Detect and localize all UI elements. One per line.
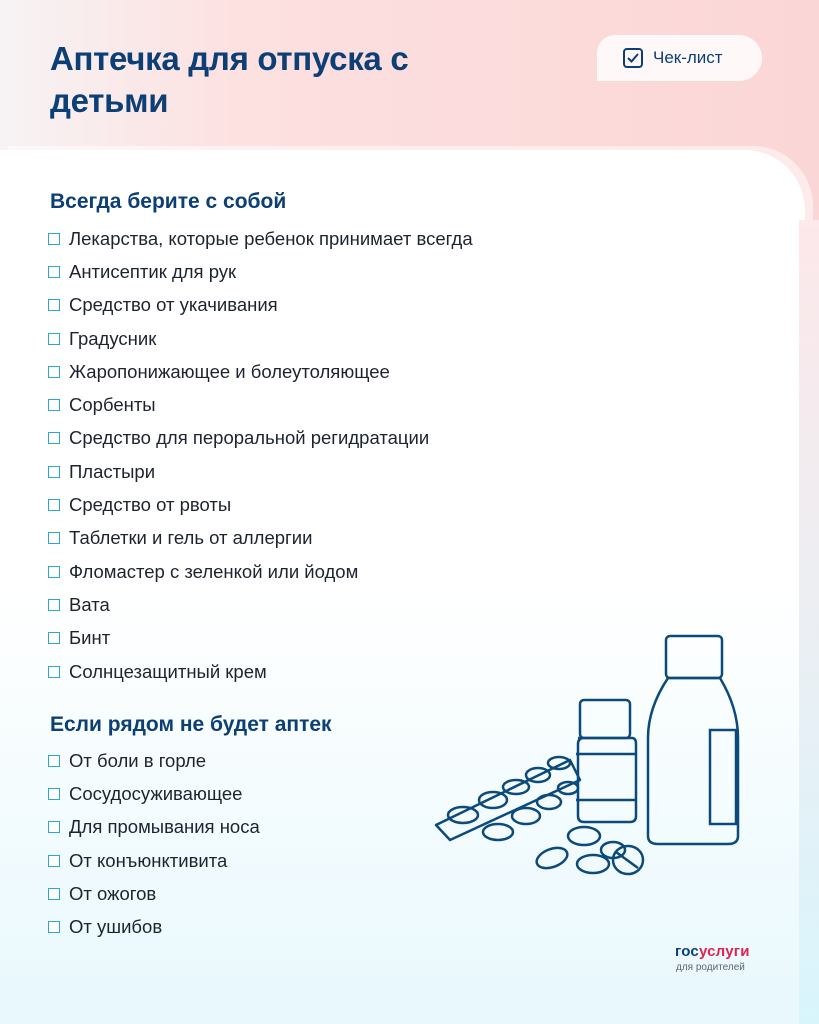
item-label: От ушибов [69, 916, 163, 938]
checkbox[interactable] [48, 854, 60, 867]
checklist-item[interactable]: Таблетки и гель от аллергии [48, 522, 473, 555]
checkbox[interactable] [48, 787, 60, 800]
section-heading: Если рядом не будет аптек [50, 713, 332, 736]
checkbox[interactable] [48, 887, 60, 900]
item-label: Средство от рвоты [69, 494, 232, 516]
item-label: Таблетки и гель от аллергии [69, 527, 313, 549]
item-label: Сорбенты [69, 394, 156, 416]
logo-subtitle: для родителей [676, 962, 745, 973]
logo-part2: услуги [698, 943, 750, 960]
checkbox[interactable] [48, 299, 60, 312]
checklist-item[interactable]: Средство от рвоты [48, 488, 473, 521]
checklist-item[interactable]: Для промывания носа [48, 811, 260, 844]
checklist-item[interactable]: От ушибов [48, 910, 260, 943]
checkbox[interactable] [48, 265, 60, 278]
checklist-item[interactable]: От ожогов [48, 877, 260, 910]
checkbox[interactable] [48, 532, 60, 545]
checklist-item[interactable]: Вата [48, 588, 473, 621]
checklist-item[interactable]: Бинт [48, 622, 473, 655]
checkbox[interactable] [48, 465, 60, 478]
checkbox[interactable] [48, 754, 60, 767]
checklist-item[interactable]: Сосудосуживающее [48, 777, 260, 810]
item-label: Жаропонижающее и болеутоляющее [69, 360, 390, 382]
item-label: От конъюнктивита [69, 849, 228, 871]
item-label: Для промывания носа [69, 816, 260, 838]
checkbox[interactable] [48, 598, 60, 611]
item-label: Средство для пероральной регидратации [69, 427, 430, 449]
logo-part1: гос [675, 943, 699, 960]
item-label: Средство от укачивания [69, 294, 278, 316]
badge-label: Чек-лист [653, 48, 723, 67]
checkbox[interactable] [48, 232, 60, 245]
item-label: Бинт [69, 627, 111, 649]
checklist-no-pharmacy: От боли в горле Сосудосуживающее Для промы… [48, 744, 260, 944]
item-label: Градусник [69, 327, 157, 349]
checkbox[interactable] [48, 921, 60, 934]
checklist-item[interactable]: Жаропонижающее и болеутоляющее [48, 355, 473, 388]
checklist-item[interactable]: Градусник [48, 322, 473, 355]
checkbox-checked-icon [623, 48, 643, 68]
checkbox[interactable] [48, 332, 60, 345]
item-label: Вата [69, 593, 110, 615]
checkbox[interactable] [48, 665, 60, 678]
item-label: Пластыри [69, 460, 156, 482]
item-label: Солнцезащитный крем [69, 660, 267, 682]
item-label: Фломастер с зеленкой или йодом [69, 560, 359, 582]
checklist-item[interactable]: Лекарства, которые ребенок принимает все… [48, 222, 473, 255]
checklist-always: Лекарства, которые ребенок принимает все… [48, 222, 473, 688]
checkbox[interactable] [48, 565, 60, 578]
checkbox[interactable] [48, 499, 60, 512]
item-label: От ожогов [69, 882, 157, 904]
section-heading: Всегда берите с собой [50, 190, 287, 213]
item-label: Антисептик для рук [69, 260, 237, 282]
checklist-item[interactable]: Средство для пероральной регидратации [48, 422, 473, 455]
checklist-item[interactable]: От конъюнктивита [48, 844, 260, 877]
checklist-item[interactable]: Средство от укачивания [48, 289, 473, 322]
page-title: Аптечка для отпуска с детьми [50, 40, 409, 119]
checklist-item[interactable]: Сорбенты [48, 388, 473, 421]
decor-strip [799, 220, 819, 1024]
item-label: От боли в горле [69, 749, 207, 771]
checklist-item[interactable]: От боли в горле [48, 744, 260, 777]
content-card [0, 150, 805, 1024]
blister-pills [446, 755, 580, 842]
checklist-item[interactable]: Солнцезащитный крем [48, 655, 473, 688]
gosuslugi-logo: госуслуги для родителей [675, 943, 750, 973]
item-label: Сосудосуживающее [69, 782, 243, 804]
checklist-item[interactable]: Пластыри [48, 455, 473, 488]
checkbox[interactable] [48, 365, 60, 378]
checkbox[interactable] [48, 632, 60, 645]
checklist-badge: Чек-лист [597, 35, 762, 81]
checklist-item[interactable]: Фломастер с зеленкой или йодом [48, 555, 473, 588]
checkbox[interactable] [48, 821, 60, 834]
item-label: Лекарства, которые ребенок принимает все… [69, 227, 473, 249]
checklist-item[interactable]: Антисептик для рук [48, 255, 473, 288]
medicine-illustration [434, 634, 740, 876]
checkbox[interactable] [48, 399, 60, 412]
checkbox[interactable] [48, 432, 60, 445]
